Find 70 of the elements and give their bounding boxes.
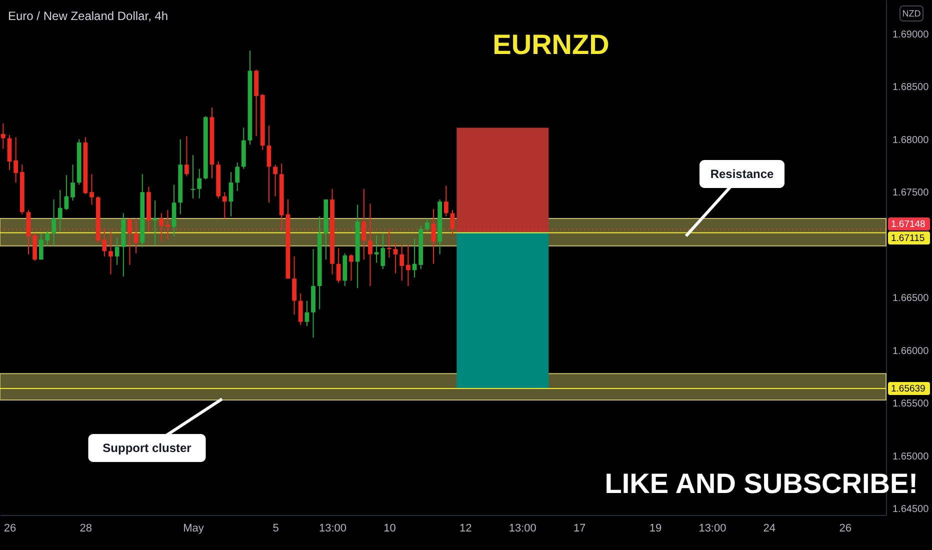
ref-line-label: 1.67115 xyxy=(891,232,925,244)
candlestick xyxy=(304,300,310,327)
candlestick xyxy=(58,189,62,232)
text: EURNZD xyxy=(492,29,610,60)
candlestick xyxy=(349,254,354,282)
candlestick xyxy=(0,122,6,150)
candlestick xyxy=(336,248,341,284)
candlestick xyxy=(7,134,12,170)
candlestick xyxy=(184,136,189,177)
candlestick xyxy=(387,230,392,258)
text: Euro / New Zealand Dollar, 4h xyxy=(8,9,168,23)
candlestick xyxy=(368,203,372,286)
candlestick xyxy=(197,168,202,199)
band-label: Support cluster xyxy=(102,441,192,455)
candlestick xyxy=(406,244,410,286)
annotation: LIKE AND SUBSCRIBE! xyxy=(604,468,918,499)
candlestick xyxy=(228,172,234,217)
candlestick xyxy=(450,210,455,235)
candlestick xyxy=(393,242,398,274)
candlestick xyxy=(128,218,132,266)
candlestick xyxy=(152,200,158,246)
x-tick-label: 13:00 xyxy=(318,522,347,534)
y-tick-label: 1.66500 xyxy=(892,293,930,304)
candlestick xyxy=(108,230,113,275)
candlestick xyxy=(444,185,448,217)
x-tick-label: 13:00 xyxy=(698,522,726,534)
candlestick xyxy=(222,192,227,219)
ref-line-label: 1.65639 xyxy=(891,383,926,394)
y-axis-title: NZD xyxy=(902,8,922,18)
candlestick xyxy=(14,136,18,184)
y-tick-label: 1.65000 xyxy=(892,451,930,462)
candlestick xyxy=(70,164,75,202)
x-tick-label: 17 xyxy=(573,522,586,534)
x-tick-label: 5 xyxy=(272,522,279,534)
x-tick-label: 26 xyxy=(4,522,16,534)
candlestick xyxy=(298,292,303,326)
candlestick xyxy=(90,174,94,206)
candlestick xyxy=(45,230,50,246)
candlestick xyxy=(235,162,240,192)
candlestick xyxy=(292,256,296,315)
candlestick xyxy=(114,236,120,266)
band-label: Resistance xyxy=(710,167,774,181)
x-tick-label: 13:00 xyxy=(508,522,536,534)
y-tick-label: 1.68000 xyxy=(892,134,930,146)
candlestick xyxy=(431,208,436,264)
x-tick-label: 26 xyxy=(839,522,852,534)
y-tick-label: 1.68500 xyxy=(892,82,930,94)
candlestick xyxy=(38,232,44,260)
candlestick xyxy=(362,188,366,260)
x-tick-label: 28 xyxy=(80,522,92,534)
candlestick xyxy=(52,198,56,246)
x-tick-label: 19 xyxy=(649,522,662,534)
x-tick-label: 24 xyxy=(763,522,776,534)
y-tick-label: 1.65500 xyxy=(892,398,930,410)
y-tick-label: 1.67500 xyxy=(892,188,930,199)
y-tick-label: 1.66000 xyxy=(892,346,930,357)
candlestick xyxy=(424,218,430,232)
candlestick xyxy=(159,212,164,242)
candlestick xyxy=(134,218,138,254)
x-tick-label: May xyxy=(183,522,204,534)
candlestick xyxy=(400,244,404,282)
y-tick-label: 1.64500 xyxy=(892,504,930,516)
candlestick xyxy=(64,174,69,211)
x-tick-label: 10 xyxy=(384,522,396,534)
candlestick xyxy=(166,210,170,240)
ref-line-label: 1.67148 xyxy=(891,218,926,230)
candlestick xyxy=(266,125,272,204)
candlestick xyxy=(273,164,278,197)
y-tick-label: 1.69000 xyxy=(892,29,930,40)
x-tick-label: 12 xyxy=(460,522,472,534)
